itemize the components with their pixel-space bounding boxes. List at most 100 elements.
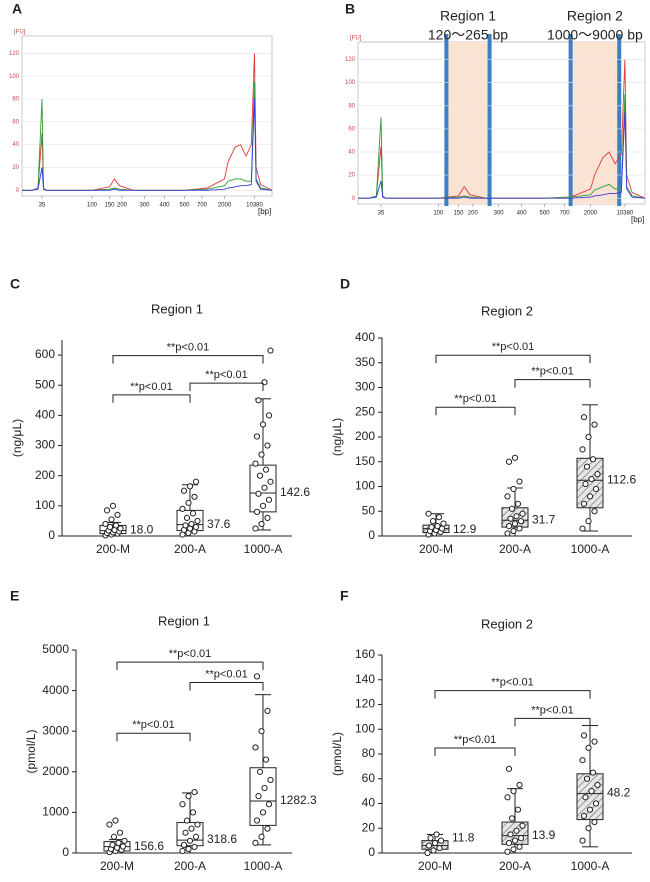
data-point [579, 446, 586, 453]
data-point [191, 493, 198, 500]
y-tick-label: 0 [62, 845, 69, 859]
y-axis-label: (ng/μL) [330, 418, 344, 456]
y-tick-label: 100 [35, 498, 55, 512]
data-point [110, 833, 118, 840]
data-point [586, 806, 594, 813]
data-point [253, 673, 261, 680]
x-tick-label: 200-A [499, 542, 531, 556]
data-point [582, 480, 589, 488]
y-tick-label: 100 [355, 721, 375, 735]
trace-line [22, 98, 273, 191]
data-point [256, 768, 264, 775]
y-tick-label: 80 [12, 97, 19, 103]
x-tick-label: 300 [494, 211, 505, 217]
data-point [179, 801, 186, 808]
data-point [431, 840, 439, 847]
data-point [591, 508, 598, 515]
data-point [117, 525, 124, 532]
data-point [256, 472, 264, 479]
data-point [592, 485, 600, 493]
data-point [436, 844, 443, 852]
data-point [580, 414, 588, 421]
data-point [508, 505, 516, 512]
data-point [508, 815, 516, 822]
y-tick-label: 0 [368, 528, 375, 542]
x-tick-label: 200-A [174, 542, 206, 556]
significance-label: **p<0.01 [132, 719, 175, 731]
data-point [182, 829, 189, 836]
y-tick-label: 0 [352, 196, 356, 202]
panel-label: A [12, 1, 22, 17]
data-point [265, 496, 273, 503]
data-point [106, 821, 113, 828]
y-tick-label: 120 [9, 51, 20, 57]
y-tick-label: 60 [348, 126, 355, 132]
x-tick-label: 300 [139, 203, 150, 209]
value-label: 13.9 [532, 828, 556, 842]
panel-label: D [340, 276, 350, 292]
x-tick-label: 100 [87, 203, 98, 209]
y-tick-label: 160 [355, 647, 375, 661]
data-point [259, 809, 267, 816]
significance-label: **p<0.01 [491, 677, 534, 689]
y-axis-label: (pmol/L) [24, 729, 38, 773]
y-tick-label: 3000 [42, 723, 69, 737]
y-tick-label: 100 [345, 80, 356, 86]
data-point [262, 756, 270, 763]
data-point [267, 776, 274, 784]
data-point [425, 510, 432, 517]
value-label: 11.8 [452, 831, 475, 845]
data-point [119, 843, 127, 850]
data-point [185, 793, 192, 800]
y-tick-label: 5000 [42, 642, 69, 656]
data-point [513, 827, 520, 834]
data-point [252, 839, 259, 846]
significance-bracket [514, 717, 591, 727]
x-tick-label: 200-A [499, 859, 531, 873]
y-tick-label: 250 [355, 404, 375, 418]
data-point [115, 839, 122, 846]
data-point [189, 809, 197, 816]
data-point [511, 837, 519, 844]
x-tick-label: 100 [433, 211, 444, 217]
data-point [430, 847, 437, 854]
region-range: 1000～9000 bp [547, 27, 643, 43]
x-tick-label: 400 [517, 211, 528, 217]
x-tick-label: 200-M [100, 859, 134, 873]
significance-bracket [435, 354, 591, 364]
box [576, 457, 604, 509]
data-point [586, 493, 594, 500]
data-point [425, 842, 433, 849]
y-tick-label: 20 [12, 165, 19, 171]
y-tick-label: 60 [12, 119, 19, 125]
significance-bracket [189, 681, 264, 691]
value-label: 142.6 [280, 485, 310, 499]
panel-label: C [10, 276, 20, 292]
data-point [252, 460, 259, 467]
region-label: Region 1 [440, 8, 496, 24]
x-tick-label: 200-M [96, 542, 130, 556]
data-point [255, 793, 262, 800]
significance-bracket [514, 379, 591, 388]
x-axis-label: [bp] [258, 207, 271, 216]
data-point [109, 502, 117, 509]
value-label: 112.6 [607, 472, 636, 486]
data-point [505, 765, 513, 772]
y-axis-label: [FU] [14, 30, 26, 36]
y-tick-label: 400 [355, 330, 375, 344]
data-point [519, 822, 526, 829]
significance-label: **p<0.01 [130, 381, 173, 393]
data-point [188, 825, 195, 832]
data-point [259, 502, 267, 509]
data-point [579, 757, 586, 764]
value-label: 37.6 [207, 517, 231, 531]
data-point [116, 829, 124, 836]
data-point [189, 510, 197, 517]
y-tick-label: 200 [35, 468, 55, 482]
x-tick-label: 500 [540, 211, 551, 217]
y-tick-label: 200 [355, 429, 375, 443]
data-point [121, 837, 128, 844]
y-tick-label: 120 [345, 57, 356, 63]
y-tick-label: 1000 [42, 805, 69, 819]
